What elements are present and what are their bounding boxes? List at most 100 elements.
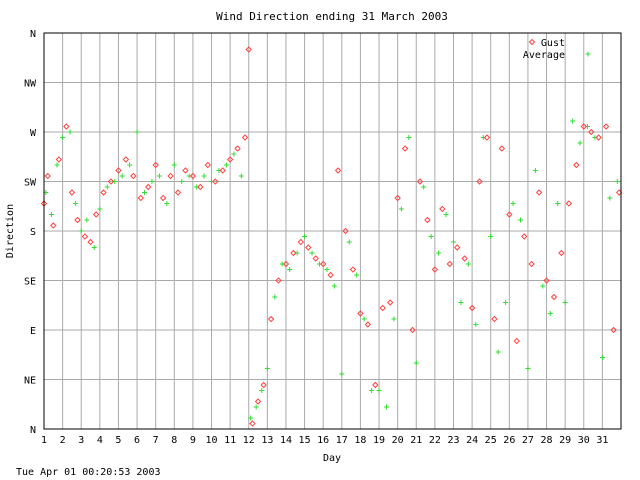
gust-point [386,299,394,306]
grid [43,32,621,430]
average-point [149,179,155,184]
gust-point [453,244,461,251]
plot-frame [43,32,622,430]
gust-point [602,123,610,130]
gust-point [424,216,431,224]
average-point [264,366,270,371]
x-tick-label: 10 [205,435,217,446]
gust-point [137,194,144,202]
average-point [164,201,170,206]
average-point [127,162,133,168]
x-tick-label: 23 [447,435,459,446]
average-point [458,300,464,305]
average-point [376,388,382,393]
x-tick-label: 21 [410,435,422,446]
average-point [465,261,471,267]
average-point [309,250,315,256]
gust-point [87,238,94,246]
average-point [421,184,427,190]
y-tick-label: N [30,29,36,40]
average-point [287,267,293,272]
gust-point [342,227,349,235]
gust-point [468,304,476,312]
x-tick-label: 28 [541,435,553,446]
gust-point [245,46,252,53]
chart-title: Wind Direction ending 31 March 2003 [216,10,448,23]
average-point [503,300,509,305]
gust-point [364,321,372,328]
legend-gust-label: Gust [541,38,565,49]
average-point [540,283,546,289]
average-point [398,206,404,212]
average-point [599,355,605,360]
x-tick-label: 27 [522,435,534,446]
average-point [495,349,501,355]
average-point [562,300,568,305]
gust-point [107,178,115,185]
gust-point [550,293,558,301]
average-point [525,366,531,371]
gust-point [74,216,81,224]
average-point [547,311,553,316]
average-point [614,179,620,184]
gust-point [431,266,439,273]
y-axis-ticks: N NE E SE S SW W NW N [24,29,37,436]
average-point [346,239,352,245]
average-point [488,234,494,239]
legend-gust-marker [528,38,536,46]
gust-point [282,260,290,268]
y-tick-label: N [30,425,36,436]
gust-point [267,315,275,323]
average-point [570,118,576,124]
gust-point [565,200,573,207]
gust-point [506,211,513,218]
gust-point [439,205,446,213]
gust-point [588,128,595,136]
gust-point [461,255,468,262]
y-axis-label: Direction [5,204,16,258]
gust-point [416,178,424,185]
gust-point [558,249,565,257]
average-point [369,388,375,393]
gust-point [319,260,327,268]
x-tick-label: 29 [559,435,571,446]
average-point [223,162,229,168]
x-tick-label: 3 [78,435,84,446]
x-tick-label: 30 [578,435,590,446]
average-point [406,135,412,140]
gust-point [297,238,305,246]
average-point [436,250,442,256]
gust-point [446,260,453,268]
gust-point [610,326,617,334]
gust-point [174,189,182,196]
gust-point [394,194,401,202]
x-tick-label: 16 [317,435,329,446]
x-tick-label: 1 [41,435,47,446]
gust-point [92,211,100,218]
gust-point [334,167,342,174]
gust-point [483,134,491,141]
y-tick-label: SE [24,277,36,288]
x-tick-label: 4 [97,435,103,446]
legend-gust-symbol [528,38,536,46]
x-tick-label: 8 [171,435,177,446]
average-point [253,404,259,410]
x-tick-label: 7 [153,435,159,446]
average-point [272,294,278,300]
average-point [607,195,613,201]
gust-point [55,156,63,163]
average-point [555,201,561,206]
gust-point [219,167,226,174]
gust-point [249,420,256,427]
gust-point [44,172,51,180]
average-point [78,228,84,234]
gust-point [521,233,528,240]
y-tick-label: NW [24,79,37,90]
gust-point [63,123,70,130]
average-point [171,162,177,168]
y-tick-label: NE [24,376,36,387]
gust-point [50,222,57,229]
legend-average-label: Average [523,50,565,61]
average-point [179,179,185,184]
average-point [302,234,308,239]
